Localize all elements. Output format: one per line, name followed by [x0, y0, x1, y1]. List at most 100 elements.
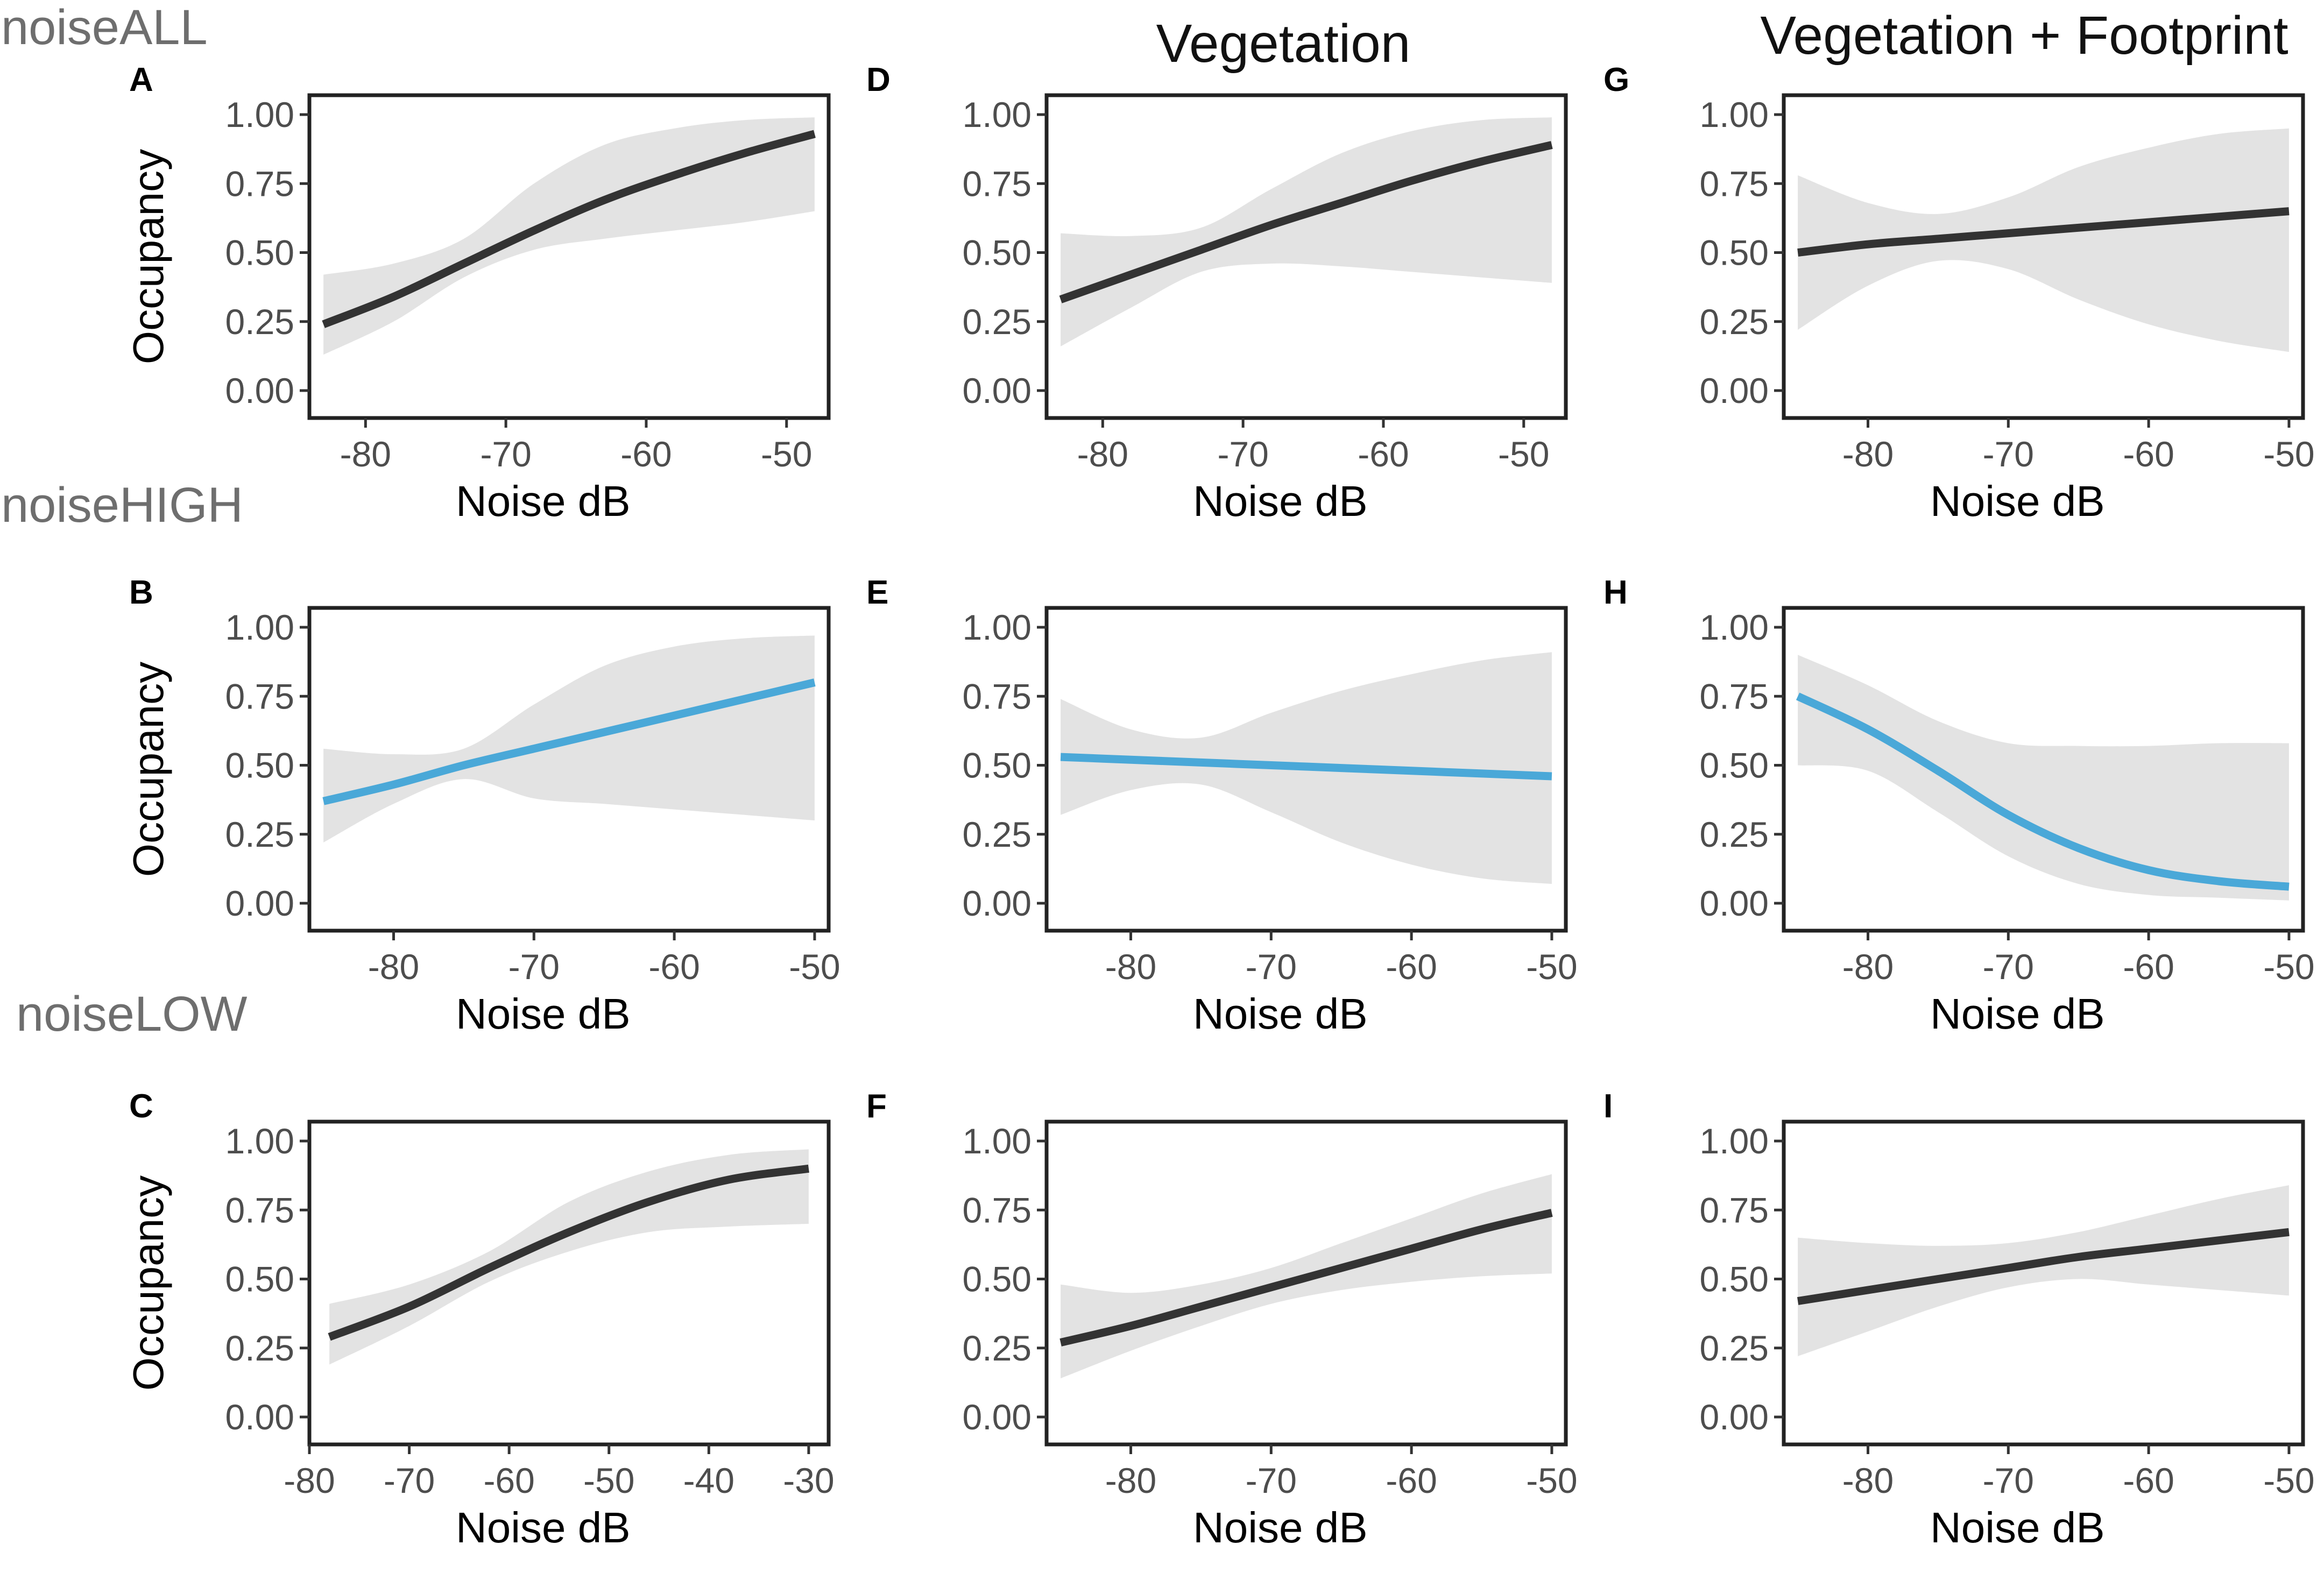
x-tick-label: -60: [1386, 947, 1437, 987]
x-tick-label: -70: [1246, 947, 1297, 987]
y-tick-label: 0.00: [225, 883, 294, 923]
panel-letter-a: A: [129, 61, 153, 98]
x-tick-label: -50: [2263, 434, 2314, 474]
y-tick-label: 1.00: [963, 95, 1032, 134]
y-tick-label: 0.75: [1700, 1190, 1769, 1230]
x-tick-label: -50: [1526, 947, 1577, 987]
panel-c: C 0.00 0.25 0.50 0.75 1.00 -80 -70 -60 -50 -40 -30 N…: [124, 1088, 835, 1551]
confidence-band: [1798, 655, 2289, 901]
column-title-vegetation: Vegetation: [1156, 13, 1411, 74]
x-tick-label: -70: [480, 434, 531, 474]
y-tick-label: 0.00: [1700, 883, 1769, 923]
x-tick-label: -30: [783, 1461, 834, 1500]
y-tick-label: 0.50: [963, 1259, 1032, 1299]
y-tick-label: 0.00: [963, 883, 1032, 923]
y-tick-label: 1.00: [1700, 1121, 1769, 1161]
x-tick-label: -70: [1983, 947, 2034, 987]
x-tick-label: -80: [284, 1461, 335, 1500]
y-tick-label: 0.25: [963, 1328, 1032, 1368]
y-tick-label: 0.00: [1700, 1397, 1769, 1437]
y-tick-label: 0.50: [1700, 233, 1769, 273]
confidence-band: [1798, 128, 2289, 352]
y-tick-label: 0.00: [1700, 371, 1769, 410]
y-tick-label: 1.00: [963, 607, 1032, 647]
y-tick-label: 0.25: [225, 302, 294, 342]
panel-b: B 0.00 0.25 0.50 0.75 1.00 -80 -70 -60 -50 Noise d…: [124, 574, 840, 1038]
occupancy-curve: [322, 678, 816, 805]
y-tick-label: 0.75: [963, 676, 1032, 716]
row-title-noise-all: noiseALL: [1, 0, 208, 55]
panel-i: I 0.00 0.25 0.50 0.75 1.00 -80 -70 -60 -50 Noise d…: [1604, 1088, 2315, 1551]
y-tick-label: 0.50: [225, 746, 294, 785]
y-tick-label: 0.00: [963, 371, 1032, 410]
y-tick-label: 1.00: [225, 1121, 294, 1161]
row-title-noise-high: noiseHIGH: [1, 478, 243, 533]
x-tick-label: -50: [583, 1461, 634, 1500]
y-tick-label: 0.50: [1700, 1259, 1769, 1299]
x-tick-label: -80: [1077, 434, 1128, 474]
x-tick-label: -50: [789, 947, 840, 987]
y-tick-label: 0.75: [963, 164, 1032, 203]
occupancy-curve: [1059, 141, 1553, 303]
y-tick-label: 0.00: [225, 1397, 294, 1437]
y-tick-label: 0.00: [225, 371, 294, 410]
y-tick-label: 0.25: [225, 1328, 294, 1368]
occupancy-curve: [1797, 1228, 2290, 1305]
column-title-vegetation-footprint: Vegetation + Footprint: [1760, 5, 2288, 66]
x-tick-label: -60: [1358, 434, 1409, 474]
panel-h: H 0.00 0.25 0.50 0.75 1.00 -80 -70 -60 -50 Noise d…: [1604, 574, 2315, 1038]
y-axis-label: Occupancy: [124, 662, 172, 877]
x-tick-label: -60: [2123, 1461, 2174, 1500]
x-tick-label: -60: [620, 434, 672, 474]
y-tick-label: 0.25: [963, 302, 1032, 342]
row-title-noise-low: noiseLOW: [16, 987, 248, 1041]
y-axis-label: Occupancy: [124, 149, 172, 364]
y-tick-label: 0.25: [225, 814, 294, 854]
y-tick-label: 0.50: [963, 233, 1032, 273]
y-tick-label: 1.00: [963, 1121, 1032, 1161]
occupancy-curve: [1797, 207, 2290, 257]
x-axis-label: Noise dB: [1193, 990, 1368, 1038]
x-tick-label: -50: [1526, 1461, 1577, 1500]
x-tick-label: -80: [1842, 1461, 1894, 1500]
x-axis-label: Noise dB: [1193, 1504, 1368, 1551]
confidence-band: [323, 117, 815, 355]
x-axis-label: Noise dB: [456, 990, 631, 1038]
occupancy-curve: [1059, 1209, 1553, 1347]
y-tick-label: 0.75: [1700, 164, 1769, 203]
panel-d: D 0.00 0.25 0.50 0.75 1.00 -80 -70 -60 -50 Noise d…: [866, 61, 1568, 525]
x-tick-label: -80: [1105, 947, 1156, 987]
y-tick-label: 0.50: [225, 1259, 294, 1299]
panel-letter-i: I: [1604, 1088, 1613, 1125]
x-tick-label: -70: [384, 1461, 435, 1500]
panel-letter-d: D: [866, 61, 891, 98]
x-tick-label: -60: [2123, 434, 2174, 474]
y-tick-label: 0.75: [225, 676, 294, 716]
panel-letter-g: G: [1604, 61, 1629, 98]
x-tick-label: -50: [1498, 434, 1549, 474]
y-tick-label: 0.75: [225, 1190, 294, 1230]
occupancy-curve: [1796, 692, 2290, 891]
panel-letter-e: E: [866, 574, 888, 611]
panel-a: A 0.00 0.25 0.50 0.75 1.00 -80 -70 -60 -50 Noise d…: [124, 61, 831, 525]
occupancy-curve: [322, 130, 816, 328]
occupancy-curve: [1060, 753, 1552, 781]
y-axis-label: Occupancy: [124, 1175, 172, 1391]
x-tick-label: -60: [483, 1461, 534, 1500]
panel-letter-c: C: [129, 1088, 153, 1125]
x-tick-label: -50: [2263, 1461, 2314, 1500]
confidence-band: [329, 1149, 809, 1365]
x-tick-label: -70: [1983, 1461, 2034, 1500]
y-tick-label: 1.00: [1700, 95, 1769, 134]
x-tick-label: -60: [1386, 1461, 1437, 1500]
x-axis-label: Noise dB: [1930, 477, 2105, 525]
y-tick-label: 0.50: [1700, 746, 1769, 785]
x-tick-label: -70: [1983, 434, 2034, 474]
x-tick-label: -40: [683, 1461, 734, 1500]
x-tick-label: -50: [2263, 947, 2314, 987]
panel-g: G 0.00 0.25 0.50 0.75 1.00 -80 -70 -60 -50 Noise d…: [1604, 61, 2315, 525]
x-tick-label: -70: [508, 947, 560, 987]
x-tick-label: -80: [1842, 434, 1894, 474]
x-axis-label: Noise dB: [456, 1504, 631, 1551]
